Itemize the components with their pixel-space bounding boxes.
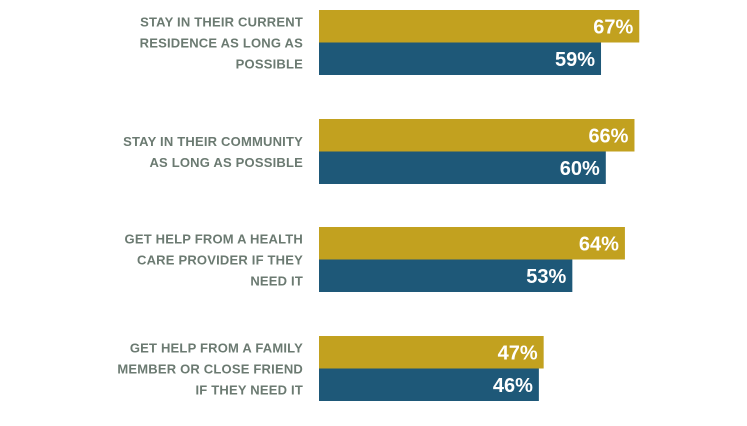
data-label: 47% bbox=[498, 342, 538, 364]
bar-series-b bbox=[319, 368, 539, 401]
data-label: 59% bbox=[555, 49, 595, 71]
category-label-line: POSSIBLE bbox=[236, 57, 303, 72]
category-label-line: GET HELP FROM A FAMILY bbox=[130, 341, 303, 356]
category-label-line: STAY IN THEIR COMMUNITY bbox=[123, 134, 303, 149]
category-label-line: RESIDENCE AS LONG AS bbox=[140, 36, 304, 51]
category-label-line: CARE PROVIDER IF THEY bbox=[137, 253, 303, 268]
bar-group: STAY IN THEIR CURRENT RESIDENCE AS LONG A… bbox=[140, 10, 640, 75]
data-label: 66% bbox=[588, 125, 628, 147]
category-label-line: AS LONG AS POSSIBLE bbox=[149, 155, 303, 170]
bar-series-a bbox=[319, 119, 635, 152]
category-label: GET HELP FROM A HEALTH CARE PROVIDER IF T… bbox=[125, 232, 304, 289]
data-label: 67% bbox=[593, 16, 633, 38]
bar-group: STAY IN THEIR COMMUNITY AS LONG AS POSSIB… bbox=[123, 119, 635, 184]
category-label-line: STAY IN THEIR CURRENT bbox=[140, 15, 303, 30]
category-label-line: NEED IT bbox=[250, 274, 303, 289]
bar-series-b bbox=[319, 259, 573, 292]
bar-group: GET HELP FROM A FAMILY MEMBER OR CLOSE FR… bbox=[117, 336, 544, 401]
bar-series-a bbox=[319, 227, 625, 260]
data-label: 60% bbox=[560, 158, 600, 180]
data-label: 53% bbox=[526, 266, 566, 288]
data-label: 64% bbox=[579, 233, 619, 255]
category-label: STAY IN THEIR COMMUNITY AS LONG AS POSSIB… bbox=[123, 134, 303, 170]
category-label-line: IF THEY NEED IT bbox=[196, 383, 304, 398]
bar-series-b bbox=[319, 42, 602, 75]
category-label: STAY IN THEIR CURRENT RESIDENCE AS LONG A… bbox=[140, 15, 304, 72]
category-label-line: GET HELP FROM A HEALTH bbox=[125, 232, 303, 247]
data-label: 46% bbox=[493, 375, 533, 397]
bar-series-a bbox=[319, 336, 544, 369]
bar-series-b bbox=[319, 151, 606, 184]
category-label: GET HELP FROM A FAMILY MEMBER OR CLOSE FR… bbox=[117, 341, 303, 398]
bar-group: GET HELP FROM A HEALTH CARE PROVIDER IF T… bbox=[125, 227, 625, 292]
bar-series-a bbox=[319, 10, 640, 43]
category-label-line: MEMBER OR CLOSE FRIEND bbox=[117, 362, 303, 377]
